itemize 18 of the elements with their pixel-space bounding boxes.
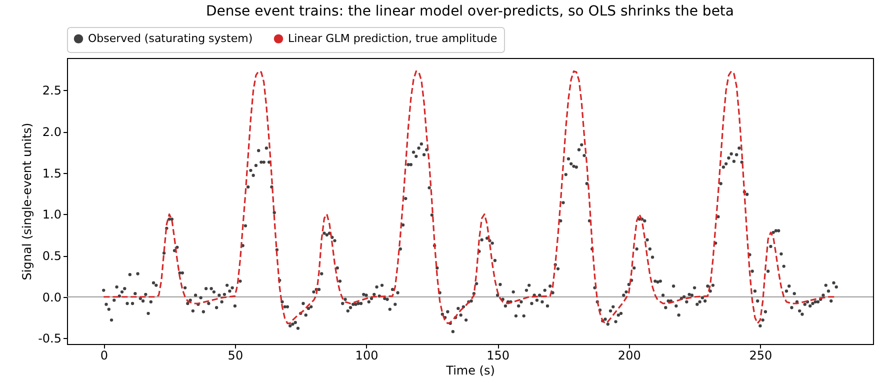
y-tick-label: 0.0: [42, 290, 62, 304]
x-axis-title: Time (s): [445, 364, 495, 378]
x-tick-label: 50: [228, 348, 244, 362]
y-axis-title: Signal (single-event units): [20, 122, 34, 280]
y-tick-label: 0.5: [42, 249, 62, 264]
x-tick-label: 0: [100, 348, 108, 362]
x-tick-label: 200: [618, 348, 641, 362]
x-tick-label: 150: [486, 348, 510, 362]
y-tick-label: 2.5: [42, 84, 62, 98]
y-tick-label: 1.0: [42, 208, 62, 222]
x-tick-label: 100: [355, 348, 378, 362]
legend-label: Linear GLM prediction, true amplitude: [288, 32, 498, 45]
y-tick-label: 1.5: [42, 166, 62, 180]
chart-title: Dense event trains: the linear model over-predicts, so OLS shrinks the beta: [206, 4, 734, 20]
x-tick-label: 250: [749, 348, 772, 362]
y-tick-label: 2.0: [42, 125, 62, 140]
y-tick-label: -0.5: [38, 332, 62, 346]
legend-label: Observed (saturating system): [88, 32, 253, 45]
